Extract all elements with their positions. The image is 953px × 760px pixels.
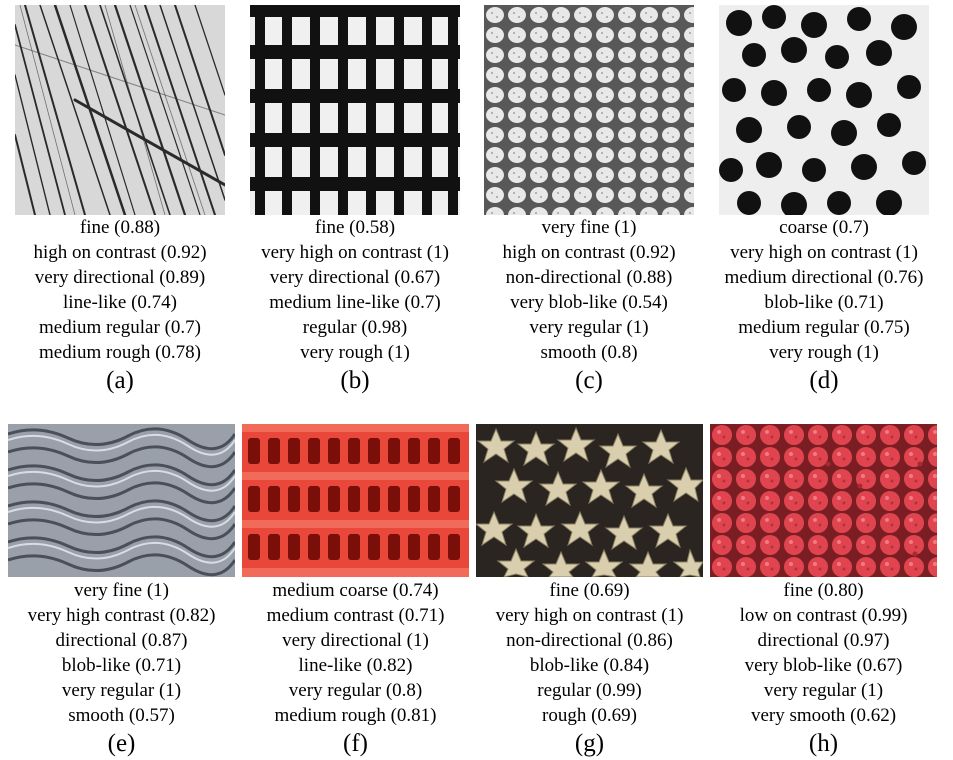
texture-image-grass-lines [15,5,225,215]
descriptor-coarseness: medium coarse (0.74) [272,580,439,601]
descriptor-coarseness: fine (0.88) [79,217,161,238]
descriptor-roughness: smooth (0.8) [540,342,638,363]
panel-b: fine (0.58) very high on contrast (1) ve… [250,5,460,395]
descriptor-roughness: very smooth (0.62) [750,705,897,726]
texture-image-scale-cells [484,5,694,215]
descriptor-directionality: non-directional (0.88) [505,267,673,288]
descriptor-coarseness: fine (0.58) [314,217,396,238]
caption-g: fine (0.69) very high on contrast (1) no… [456,578,723,728]
descriptor-line-likeness: blob-like (0.71) [61,655,182,676]
descriptor-contrast: very high on contrast (1) [730,242,918,263]
red-grid-graphic [242,424,469,577]
descriptor-regularity: regular (0.98) [302,317,408,338]
texture-image-red-grid [242,424,469,577]
texture-image-star-pasta [476,424,703,577]
descriptor-line-likeness: blob-like (0.84) [529,655,650,676]
descriptor-regularity: very regular (1) [61,680,182,701]
panel-label-a: (a) [106,367,134,394]
caption-a: fine (0.88) high on contrast (0.92) very… [0,215,245,365]
descriptor-roughness: rough (0.69) [542,705,637,726]
descriptor-directionality: directional (0.97) [757,630,890,651]
star-pasta-graphic [476,424,703,577]
descriptor-line-likeness: very blob-like (0.54) [510,292,668,313]
descriptor-coarseness: very fine (1) [541,217,637,238]
caption-e: very fine (1) very high contrast (0.82) … [0,578,255,728]
woven-mesh-graphic [250,5,460,215]
descriptor-line-likeness: line-like (0.74) [63,292,177,313]
descriptor-directionality: very directional (0.67) [269,267,441,288]
descriptor-directionality: medium directional (0.76) [724,267,924,288]
descriptor-roughness: smooth (0.57) [68,705,175,726]
panel-label-c: (c) [575,367,603,394]
panel-a: fine (0.88) high on contrast (0.92) very… [15,5,225,395]
caption-c: very fine (1) high on contrast (0.92) no… [464,215,714,365]
descriptor-contrast: low on contrast (0.99) [739,605,908,626]
descriptor-roughness: very rough (1) [769,342,879,363]
panel-c: very fine (1) high on contrast (0.92) no… [484,5,694,395]
texture-image-black-dots [719,5,929,215]
texture-image-woven-mesh [250,5,460,215]
descriptor-contrast: very high on contrast (1) [495,605,684,626]
descriptor-contrast: medium contrast (0.71) [266,605,445,626]
panel-label-f: (f) [343,730,368,757]
panel-label-h: (h) [808,730,839,757]
caption-b: fine (0.58) very high on contrast (1) ve… [230,215,480,365]
panel-e: very fine (1) very high contrast (0.82) … [8,424,235,760]
descriptor-contrast: high on contrast (0.92) [33,242,207,263]
raspberries-graphic [710,424,937,577]
descriptor-roughness: medium rough (0.78) [38,342,201,363]
descriptor-line-likeness: very blob-like (0.67) [744,655,903,676]
black-dots-graphic [719,5,929,215]
descriptor-contrast: high on contrast (0.92) [502,242,676,263]
texture-image-raspberries [710,424,937,577]
caption-d: coarse (0.7) very high on contrast (1) m… [699,215,949,365]
descriptor-roughness: very rough (1) [300,342,410,363]
descriptor-line-likeness: blob-like (0.71) [764,292,884,313]
descriptor-contrast: very high on contrast (1) [261,242,449,263]
panel-f: medium coarse (0.74) medium contrast (0.… [242,424,469,760]
descriptor-regularity: medium regular (0.75) [738,317,910,338]
sand-ripples-graphic [8,424,235,577]
panel-label-g: (g) [574,730,605,757]
panel-label-e: (e) [107,730,136,757]
descriptor-coarseness: fine (0.80) [783,580,864,601]
descriptor-regularity: very regular (1) [529,317,649,338]
descriptor-directionality: non-directional (0.86) [506,630,673,651]
panel-label-d: (d) [809,367,839,394]
descriptor-line-likeness: medium line-like (0.7) [269,292,441,313]
descriptor-regularity: very regular (1) [763,680,884,701]
descriptor-directionality: very directional (1) [282,630,429,651]
panel-h: fine (0.80) low on contrast (0.99) direc… [710,424,937,760]
descriptor-regularity: medium regular (0.7) [39,317,201,338]
panel-label-b: (b) [340,367,370,394]
descriptor-coarseness: very fine (1) [74,580,169,601]
caption-f: medium coarse (0.74) medium contrast (0.… [222,578,489,728]
descriptor-contrast: very high contrast (0.82) [27,605,216,626]
descriptor-directionality: very directional (0.89) [34,267,206,288]
panel-d: coarse (0.7) very high on contrast (1) m… [719,5,929,395]
descriptor-regularity: regular (0.99) [537,680,642,701]
grass-lines-graphic [15,5,225,215]
descriptor-coarseness: fine (0.69) [549,580,630,601]
descriptor-line-likeness: line-like (0.82) [298,655,413,676]
descriptor-roughness: medium rough (0.81) [274,705,437,726]
caption-h: fine (0.80) low on contrast (0.99) direc… [690,578,953,728]
descriptor-directionality: directional (0.87) [55,630,188,651]
panel-g: fine (0.69) very high on contrast (1) no… [476,424,703,760]
descriptor-regularity: very regular (0.8) [288,680,423,701]
texture-image-sand-ripples [8,424,235,577]
scale-cells-graphic [484,5,694,215]
descriptor-coarseness: coarse (0.7) [779,217,869,238]
